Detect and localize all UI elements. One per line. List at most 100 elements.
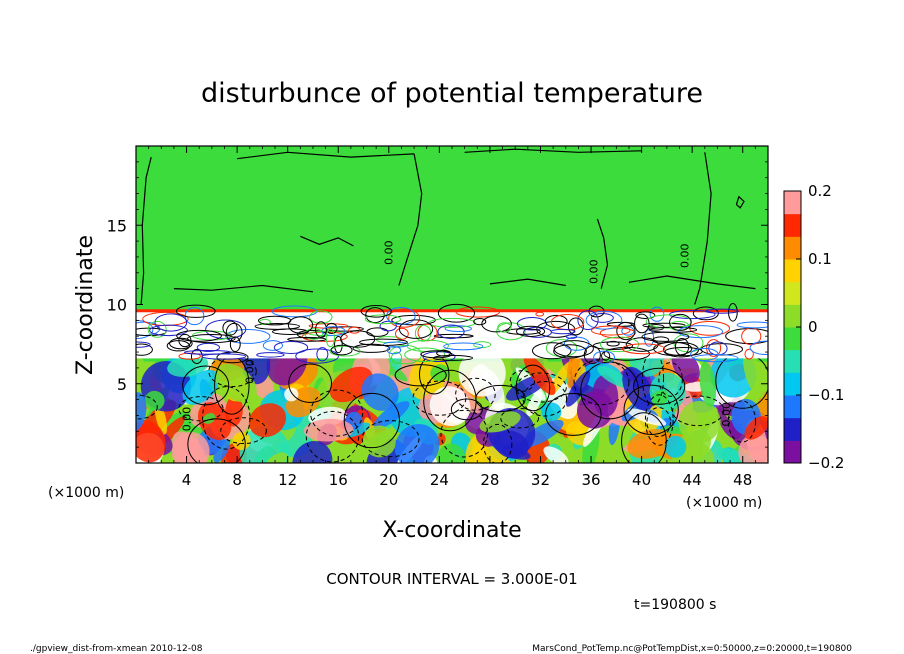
band-contour — [531, 342, 572, 360]
band-contour — [225, 328, 271, 344]
field-blob — [743, 351, 766, 399]
field-contour — [727, 400, 757, 443]
band-contour — [386, 345, 402, 355]
field-blob — [494, 430, 529, 459]
band-contour — [437, 303, 476, 323]
band-contour — [577, 310, 599, 331]
band-contour — [257, 315, 292, 326]
field-contour — [187, 418, 246, 463]
x-tick-label: 8 — [232, 471, 242, 489]
field-contour — [136, 394, 158, 420]
band-contour — [175, 304, 216, 318]
band-contour — [433, 333, 474, 339]
field-blob — [213, 438, 230, 463]
field-blob — [664, 435, 687, 458]
x-axis-label: X-coordinate — [382, 518, 521, 543]
upper-contour-line — [237, 151, 415, 160]
band-contour — [383, 341, 409, 348]
field-blob — [264, 452, 288, 463]
field-blob — [167, 355, 209, 377]
band-contour — [505, 328, 541, 335]
field-blob — [394, 423, 440, 463]
band-contour — [669, 313, 692, 331]
x-unit-right: (×1000 m) — [686, 495, 762, 511]
contour-interval-text: CONTOUR INTERVAL = 3.000E-01 — [326, 570, 577, 588]
field-blob — [214, 363, 257, 403]
x-tick-label: 12 — [278, 471, 297, 489]
field-contour — [633, 367, 686, 405]
band-contour — [621, 326, 635, 336]
field-contour — [202, 386, 251, 450]
y-axis: 5 10 15 — [107, 161, 768, 448]
band-contour — [398, 319, 434, 339]
colorbar: 0.2 0.1 0 −0.1 −0.2 — [783, 182, 844, 472]
band-contour — [329, 345, 361, 357]
x-unit-left: (×1000 m) — [48, 485, 124, 501]
upper-contour-line — [300, 235, 354, 247]
field-contour — [515, 372, 567, 403]
colorbar-swatch — [784, 440, 801, 464]
band-contour — [645, 314, 693, 329]
band-contour — [593, 350, 616, 365]
field-contour — [412, 380, 467, 416]
contour-labels: 0.00 0.00 0.00 0.00 0.00 0.00 — [180, 240, 733, 431]
colorbar-swatch — [784, 281, 801, 305]
band-contour — [621, 343, 666, 355]
y-tick-label: 10 — [107, 296, 127, 315]
field-contour — [394, 364, 447, 387]
x-tick-label: 24 — [430, 471, 449, 489]
colorbar-swatch — [784, 191, 801, 215]
field-contour — [658, 362, 683, 397]
inversion-band — [136, 302, 768, 365]
field-contour — [178, 396, 224, 422]
band-contour — [166, 340, 190, 352]
band-contour — [348, 326, 361, 334]
field-contour — [646, 407, 672, 438]
band-contour — [553, 344, 587, 359]
field-blob — [197, 402, 232, 441]
band-contour — [149, 324, 188, 337]
colorbar-tick-label: −0.2 — [808, 454, 844, 472]
colorbar-tick-label: 0 — [808, 318, 818, 336]
band-contour — [590, 312, 614, 323]
band-contour — [304, 328, 324, 340]
band-contour — [473, 317, 487, 326]
footer-left: ./gpview_dist-from-xmean 2010-12-08 — [30, 644, 203, 654]
colorbar-swatch — [784, 395, 801, 419]
band-contour — [359, 338, 408, 346]
band-contour — [664, 346, 703, 357]
band-contour — [229, 336, 241, 353]
band-contour — [216, 351, 249, 364]
band-contour — [176, 329, 222, 342]
upper-contour-line — [628, 275, 756, 290]
field-blob — [372, 401, 410, 430]
field-contour — [500, 407, 540, 429]
band-contour — [196, 342, 221, 352]
band-contour — [360, 304, 392, 318]
band-contour — [515, 325, 546, 337]
band-contour — [273, 340, 309, 354]
band-contour — [391, 351, 403, 365]
band-contour — [334, 335, 343, 354]
band-contour — [590, 325, 631, 336]
band-contour — [404, 347, 446, 362]
upper-contour-line — [173, 284, 314, 293]
field-contour — [182, 365, 230, 406]
field-contour — [455, 377, 496, 411]
field-blob — [284, 387, 299, 402]
x-tick-label: 36 — [581, 471, 600, 489]
band-contour — [308, 310, 333, 324]
y-tick-label: 15 — [107, 216, 127, 235]
band-contour — [649, 306, 665, 322]
field-contour — [475, 384, 526, 413]
band-contour — [147, 320, 167, 338]
x-tick-label: 40 — [632, 471, 651, 489]
field-contour — [509, 370, 536, 392]
upper-contour-line — [489, 278, 566, 287]
field-blob — [543, 446, 569, 463]
field-contour — [621, 412, 667, 463]
band-contour — [606, 340, 620, 347]
contour-value-label: 0.00 — [383, 240, 396, 265]
field-blob — [757, 391, 768, 421]
colorbar-tick-label: −0.1 — [808, 386, 844, 404]
